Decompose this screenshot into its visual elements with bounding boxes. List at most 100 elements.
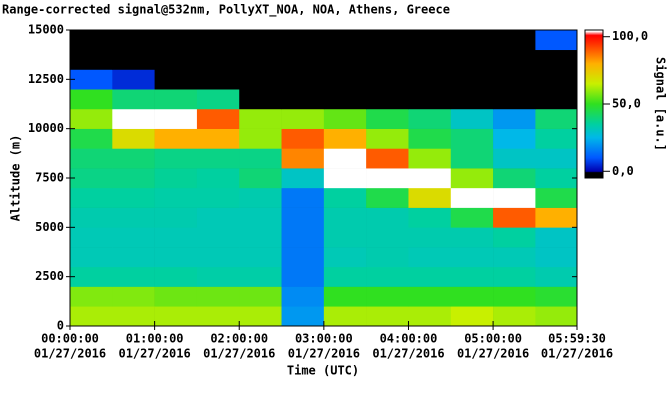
heatmap-cell: [281, 89, 325, 110]
heatmap-cell: [323, 69, 367, 90]
chart-title: Range-corrected signal@532nm, PollyXT_NO…: [2, 3, 450, 18]
x-tick-date: 01/27/2016: [372, 347, 444, 361]
heatmap-cell: [196, 30, 240, 51]
x-tick-date: 01/27/2016: [541, 347, 613, 361]
y-axis-label: Altitude (m): [9, 135, 23, 222]
heatmap-cell: [196, 207, 240, 228]
heatmap: [70, 30, 578, 327]
heatmap-cell: [154, 108, 198, 129]
heatmap-cell: [493, 49, 536, 70]
heatmap-cell: [239, 207, 282, 228]
heatmap-cell: [535, 108, 578, 129]
heatmap-cell: [112, 89, 155, 110]
heatmap-cell: [70, 286, 113, 307]
heatmap-cell: [239, 266, 282, 287]
heatmap-cell: [281, 108, 325, 129]
heatmap-cell: [493, 168, 536, 189]
heatmap-cell: [493, 306, 536, 327]
heatmap-cell: [493, 286, 536, 307]
heatmap-cell: [408, 69, 452, 90]
heatmap-cell: [408, 227, 452, 248]
heatmap-cell: [450, 49, 494, 70]
heatmap-cell: [112, 306, 155, 327]
heatmap-cell: [239, 286, 282, 307]
heatmap-cell: [535, 89, 578, 110]
heatmap-cell: [408, 49, 452, 70]
heatmap-cell: [535, 128, 578, 149]
heatmap-cell: [535, 69, 578, 90]
x-tick-date: 01/27/2016: [34, 347, 106, 361]
heatmap-cell: [70, 187, 113, 208]
heatmap-cell: [493, 227, 536, 248]
heatmap-cell: [196, 306, 240, 327]
heatmap-cell: [112, 30, 155, 51]
heatmap-cell: [70, 266, 113, 287]
heatmap-cell: [154, 306, 198, 327]
heatmap-cell: [408, 168, 452, 189]
heatmap-cell: [70, 30, 113, 51]
heatmap-cell: [323, 306, 367, 327]
y-tick-label: 7500: [35, 171, 64, 185]
heatmap-cell: [239, 89, 282, 110]
heatmap-cell: [493, 89, 536, 110]
heatmap-cell: [535, 30, 578, 51]
heatmap-cell: [112, 266, 155, 287]
heatmap-cell: [281, 148, 325, 169]
heatmap-cell: [239, 128, 282, 149]
heatmap-cell: [535, 187, 578, 208]
heatmap-cell: [366, 49, 409, 70]
heatmap-cell: [493, 128, 536, 149]
heatmap-cell: [239, 69, 282, 90]
heatmap-cell: [70, 168, 113, 189]
heatmap-cell: [493, 187, 536, 208]
heatmap-cell: [366, 148, 409, 169]
x-tick-label: 04:00:00: [380, 332, 438, 346]
heatmap-cell: [239, 187, 282, 208]
heatmap-cell: [154, 286, 198, 307]
heatmap-cell: [154, 207, 198, 228]
heatmap-cell: [70, 227, 113, 248]
heatmap-cell: [493, 30, 536, 51]
heatmap-cell: [281, 247, 325, 268]
heatmap-cell: [154, 247, 198, 268]
heatmap-cell: [493, 148, 536, 169]
heatmap-cell: [323, 227, 367, 248]
heatmap-cell: [70, 148, 113, 169]
heatmap-cell: [154, 227, 198, 248]
heatmap-cell: [112, 286, 155, 307]
heatmap-cell: [366, 306, 409, 327]
heatmap-cell: [281, 286, 325, 307]
heatmap-cell: [281, 207, 325, 228]
heatmap-cell: [112, 168, 155, 189]
heatmap-cell: [154, 49, 198, 70]
heatmap-cell: [450, 89, 494, 110]
heatmap-cell: [70, 69, 113, 90]
heatmap-cell: [70, 247, 113, 268]
heatmap-cell: [450, 266, 494, 287]
heatmap-cell: [154, 69, 198, 90]
heatmap-cell: [366, 227, 409, 248]
heatmap-cell: [196, 247, 240, 268]
heatmap-cell: [112, 49, 155, 70]
heatmap-cell: [196, 227, 240, 248]
heatmap-cell: [408, 128, 452, 149]
heatmap-cell: [196, 266, 240, 287]
heatmap-cell: [112, 247, 155, 268]
heatmap-cell: [196, 49, 240, 70]
heatmap-cell: [70, 128, 113, 149]
heatmap-cell: [366, 128, 409, 149]
colorbar-tick-label: 0,0: [612, 164, 634, 178]
heatmap-cell: [196, 187, 240, 208]
heatmap-cell: [154, 148, 198, 169]
heatmap-cell: [323, 286, 367, 307]
x-tick-date: 01/27/2016: [118, 347, 190, 361]
heatmap-cell: [408, 148, 452, 169]
heatmap-cell: [70, 49, 113, 70]
heatmap-cell: [323, 148, 367, 169]
heatmap-cell: [450, 69, 494, 90]
y-tick-label: 15000: [28, 23, 64, 37]
heatmap-cell: [408, 187, 452, 208]
heatmap-cell: [450, 227, 494, 248]
x-tick-label: 01:00:00: [126, 332, 184, 346]
heatmap-cell: [281, 49, 325, 70]
